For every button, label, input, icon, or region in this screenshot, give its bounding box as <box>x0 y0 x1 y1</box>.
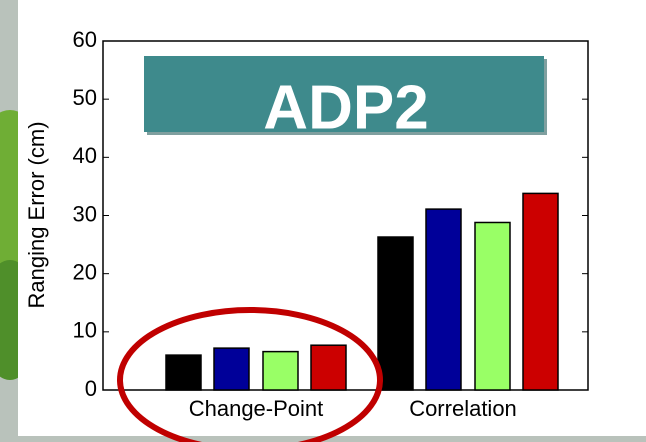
banner-text: ADP2 <box>263 73 428 142</box>
bar <box>522 192 559 391</box>
y-tick-label: 10 <box>73 318 97 343</box>
bar <box>262 350 299 391</box>
banner <box>144 56 544 132</box>
y-tick-label: 20 <box>73 259 97 284</box>
x-tick-label: Change-Point <box>189 396 324 421</box>
y-tick-label: 50 <box>73 85 97 110</box>
y-tick-label: 0 <box>85 376 97 401</box>
highlight-ellipse <box>117 307 383 442</box>
x-tick-label: Correlation <box>409 396 517 421</box>
y-tick-label: 30 <box>73 201 97 226</box>
y-tick-label: 60 <box>73 27 97 52</box>
bar <box>165 354 202 391</box>
bar <box>425 208 462 391</box>
bar <box>310 344 347 391</box>
y-axis-label: Ranging Error (cm) <box>24 121 49 308</box>
bar <box>474 221 511 391</box>
bar <box>213 347 250 391</box>
y-tick-label: 40 <box>73 143 97 168</box>
bar <box>377 236 414 391</box>
